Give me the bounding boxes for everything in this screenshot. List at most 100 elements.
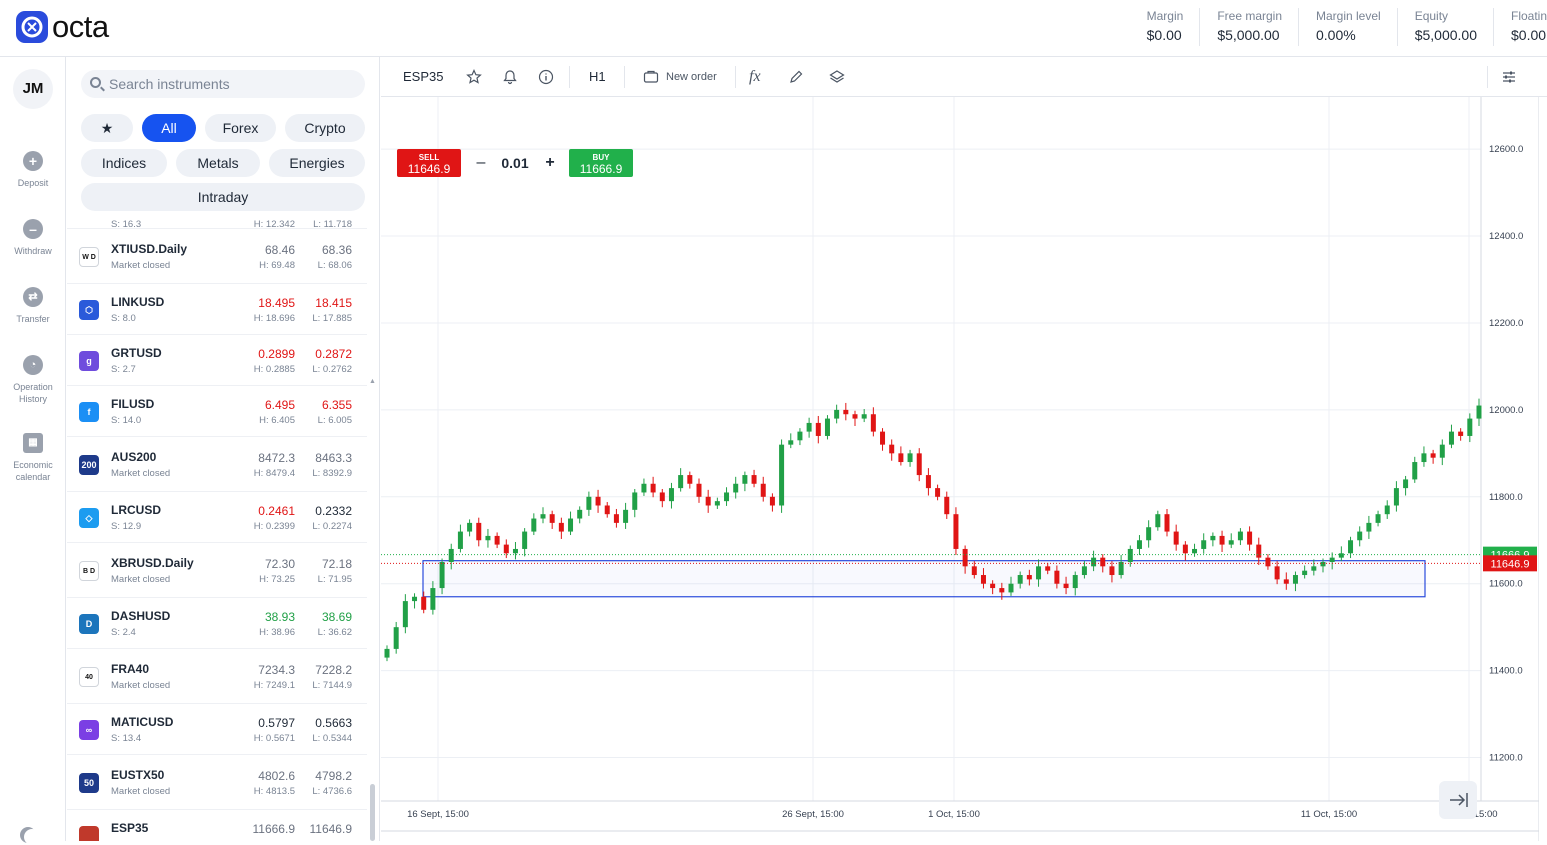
brand-name: octa [52, 9, 109, 44]
bell-icon[interactable] [502, 69, 518, 85]
instrument-ask[interactable]: 6.355 [321, 397, 352, 412]
star-icon[interactable] [466, 69, 482, 85]
metric-value: $0.00 [1511, 27, 1547, 43]
timeframe-button[interactable]: H1 [589, 69, 606, 84]
sell-button[interactable]: SELL 11646.9 [397, 149, 461, 177]
candlestick-chart[interactable]: 11200.0 11400.0 11600.0 11800.0 12000.0 12200… [381, 97, 1539, 841]
chart-plot[interactable]: 11200.0 11400.0 11600.0 11800.0 12000.0 12200… [381, 97, 1539, 841]
instrument-ask[interactable]: 38.69 [321, 609, 352, 624]
candle-body [760, 483, 766, 497]
instrument-bid[interactable]: 0.5797 [258, 715, 295, 730]
instrument-ask[interactable]: 0.2872 [315, 346, 352, 361]
filter-energies[interactable]: Energies [269, 149, 365, 177]
list-item[interactable]: ESP35 11666.9 11646.9 [67, 810, 367, 841]
list-item[interactable]: f FILUSD S: 14.0 6.495 6.355 H: 6.405 L: 6.005 [67, 386, 367, 437]
pencil-icon[interactable] [788, 69, 804, 85]
instrument-high: H: 12.342 [253, 219, 295, 230]
instrument-ask[interactable]: 0.5663 [315, 715, 352, 730]
instrument-ask[interactable]: 4798.2 [315, 768, 352, 783]
list-item[interactable]: ⬡ LINKUSD S: 8.0 18.495 18.415 H: 18.696 L: 17… [67, 284, 367, 335]
list-item[interactable]: 50 EUSTX50 Market closed 4802.6 4798.2 H: 481… [67, 755, 367, 810]
filter-metals[interactable]: Metals [176, 149, 260, 177]
list-item[interactable]: W D XTIUSD.Daily Market closed 68.46 68.36 H:… [67, 229, 367, 284]
instrument-bid[interactable]: 11666.9 [252, 821, 296, 836]
new-order-button[interactable]: New order [666, 71, 717, 83]
candle-body [714, 501, 720, 506]
instrument-bid[interactable]: 0.2461 [258, 503, 295, 518]
calendar-icon: ▦ [23, 433, 43, 453]
candle-body [1311, 566, 1317, 571]
scroll-up-icon[interactable]: ▲ [369, 378, 376, 385]
filter-crypto[interactable]: Crypto [285, 114, 365, 142]
search-box[interactable] [81, 70, 365, 98]
rail-transfer[interactable]: ⇄ Transfer [0, 287, 66, 325]
transfer-icon: ⇄ [23, 287, 43, 307]
instrument-status: S: 8.0 [111, 312, 136, 324]
candle-body [824, 418, 830, 436]
y-tick-label: 11200.0 [1489, 753, 1523, 764]
list-item[interactable]: ∞ MATICUSD S: 13.4 0.5797 0.5663 H: 0.5671 L: … [67, 704, 367, 755]
list-item[interactable]: ◇ LRCUSD S: 12.9 0.2461 0.2332 H: 0.2399 L: 0.… [67, 492, 367, 543]
instrument-bid[interactable]: 68.46 [264, 242, 295, 257]
moon-icon[interactable] [24, 829, 40, 845]
instrument-bid[interactable]: 7234.3 [258, 662, 295, 677]
instrument-status: Market closed [111, 259, 171, 271]
instrument-bid[interactable]: 72.30 [264, 556, 295, 571]
rail-withdraw[interactable]: – Withdraw [0, 219, 66, 257]
list-item[interactable]: g GRTUSD S: 2.7 0.2899 0.2872 H: 0.2885 L: 0.2… [67, 335, 367, 386]
candle-body [944, 496, 950, 515]
instrument-status: S: 13.4 [111, 732, 142, 744]
filter-indices[interactable]: Indices [81, 149, 167, 177]
candle-body [476, 522, 482, 541]
filter-favorites[interactable]: ★ [81, 114, 133, 142]
candle-body [494, 535, 500, 545]
instrument-bid[interactable]: 8472.3 [258, 450, 295, 465]
candle-body [421, 596, 427, 610]
info-icon[interactable] [538, 69, 554, 85]
list-item[interactable]: D DASHUSD S: 2.4 38.93 38.69 H: 38.96 L: 36.62 [67, 598, 367, 649]
fx-icon[interactable]: fx [749, 68, 761, 85]
instrument-high: H: 38.96 [259, 626, 295, 638]
instrument-ask[interactable]: 0.2332 [315, 503, 352, 518]
instrument-bid[interactable]: 38.93 [264, 609, 295, 624]
candle-body [659, 492, 665, 502]
instrument-ask[interactable]: 7228.2 [315, 662, 352, 677]
instrument-ask[interactable]: 68.36 [321, 242, 352, 257]
list-item[interactable]: B D XBRUSD.Daily Market closed 72.30 72.18 H:… [67, 543, 367, 598]
rail-economic-calendar[interactable]: ▦ Economic calendar [0, 433, 66, 483]
volume-increase-button[interactable]: + [545, 154, 555, 171]
layers-icon[interactable] [829, 69, 845, 85]
settings-sliders-icon[interactable] [1501, 69, 1517, 85]
list-item[interactable]: S: 16.3 H: 12.342 L: 11.718 [67, 201, 367, 230]
scrollbar[interactable] [370, 784, 375, 841]
instrument-bid[interactable]: 6.495 [264, 397, 295, 412]
scroll-to-latest-button[interactable] [1439, 781, 1477, 819]
rail-operation-history[interactable]: ◔ Operation History [0, 355, 66, 405]
rail-label: Operation History [13, 382, 53, 404]
instrument-bid[interactable]: 4802.6 [258, 768, 295, 783]
avatar[interactable]: JM [13, 69, 53, 109]
list-item[interactable]: 40 FRA40 Market closed 7234.3 7228.2 H: 7249.… [67, 649, 367, 704]
instrument-bid[interactable]: 18.495 [258, 295, 295, 310]
instrument-bid[interactable]: 0.2899 [258, 346, 295, 361]
instrument-status: Market closed [111, 679, 171, 691]
chart-symbol[interactable]: ESP35 [403, 69, 444, 84]
candle-body [412, 596, 418, 602]
instrument-ask[interactable]: 72.18 [321, 556, 352, 571]
volume-value[interactable]: 0.01 [501, 155, 529, 171]
volume-decrease-button[interactable]: – [476, 154, 486, 171]
instrument-ask[interactable]: 18.415 [315, 295, 352, 310]
filter-intraday[interactable]: Intraday [81, 183, 365, 211]
filter-all[interactable]: All [142, 114, 196, 142]
filter-forex[interactable]: Forex [205, 114, 276, 142]
list-item[interactable]: 200 AUS200 Market closed 8472.3 8463.3 H: 847… [67, 437, 367, 492]
instrument-ask[interactable]: 8463.3 [315, 450, 352, 465]
instrument-ask[interactable]: 11646.9 [309, 821, 353, 836]
rail-deposit[interactable]: + Deposit [0, 151, 66, 189]
logo[interactable]: octa [16, 11, 109, 43]
instrument-symbol: GRTUSD [111, 345, 162, 360]
candle-body [1210, 535, 1216, 541]
search-input[interactable] [109, 70, 359, 98]
y-tick-label: 11600.0 [1489, 579, 1523, 590]
buy-button[interactable]: BUY 11666.9 [569, 149, 633, 177]
